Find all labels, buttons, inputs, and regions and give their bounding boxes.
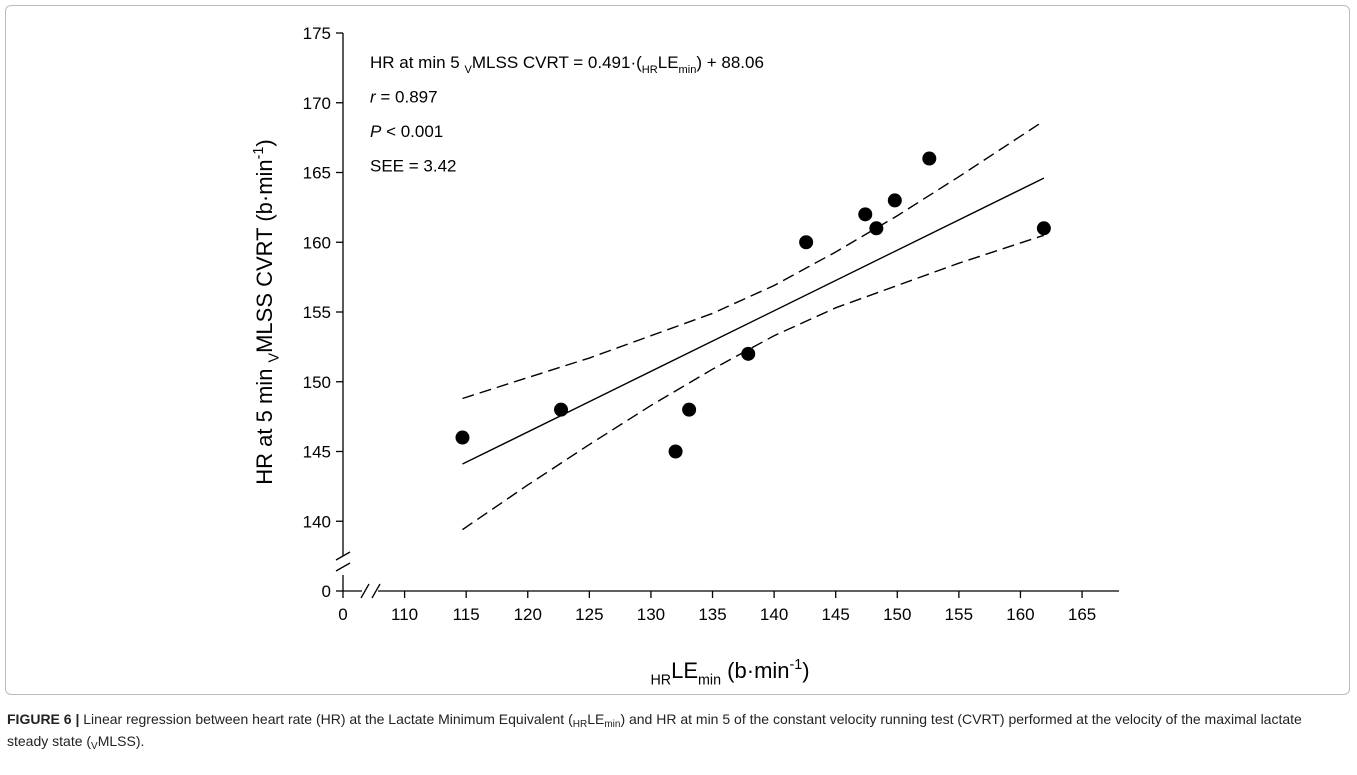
x-axis-label: HRLEmin (b·min-1) (650, 657, 809, 688)
break-mark (335, 562, 351, 572)
x-tick-label: 135 (698, 605, 726, 624)
caption: FIGURE 6 | Linear regression between hea… (7, 708, 1342, 752)
regression-line (462, 177, 1045, 465)
text-part: MLSS CVRT (b·min (252, 159, 277, 353)
annotation: r = 0.897 (370, 88, 438, 107)
y-tick-label: 175 (303, 24, 331, 43)
y-tick-label: 140 (303, 512, 331, 531)
break-mark (335, 551, 351, 561)
y-tick-label: 165 (303, 164, 331, 183)
text-part: HR at 5 min (252, 362, 277, 484)
text-part: = 0.897 (376, 88, 438, 107)
text-part: V (464, 64, 472, 76)
text-part: LE (671, 658, 698, 683)
text-part: min (698, 673, 721, 689)
confidence-band (462, 234, 1045, 531)
x-tick-label: 115 (453, 605, 480, 624)
x-tick-label: 165 (1068, 605, 1096, 624)
text-part: -1 (251, 147, 267, 160)
x-tick-label: 150 (883, 605, 911, 624)
text-part: ) (802, 658, 809, 683)
x-tick-label: 125 (575, 605, 603, 624)
caption-part: LE (587, 711, 605, 727)
figure-frame (5, 5, 1350, 695)
data-point (455, 430, 470, 445)
y-tick-label: 145 (303, 443, 331, 462)
x-tick-label: 130 (637, 605, 665, 624)
text-part: HR (650, 673, 671, 689)
text-part: MLSS CVRT = 0.491·( (472, 53, 642, 72)
y-tick-label: 155 (303, 303, 331, 322)
x-tick-label: 110 (391, 605, 418, 624)
caption-part: HR (572, 719, 588, 730)
data-point (682, 402, 697, 417)
axis-breaks (335, 33, 1119, 599)
annotation: SEE = 3.42 (370, 157, 456, 176)
text-part: (b·min (721, 658, 789, 683)
data-point (858, 207, 873, 222)
x-tick-label: 160 (1006, 605, 1034, 624)
break-mark (371, 583, 381, 599)
x-tick-label: 155 (945, 605, 973, 624)
text-part: ) (252, 139, 277, 146)
x-tick-label: 145 (822, 605, 850, 624)
data-point (799, 235, 814, 250)
data-point (1036, 221, 1051, 236)
data-point (554, 402, 569, 417)
x-tick-label: 140 (760, 605, 788, 624)
y-tick-label: 160 (303, 233, 331, 252)
annotation: HR at min 5 VMLSS CVRT = 0.491·(HRLEmin)… (370, 53, 764, 76)
caption-part: Linear regression between heart rate (HR… (79, 711, 573, 727)
text-part: < 0.001 (381, 122, 443, 141)
data-point (668, 444, 683, 459)
text-part: ) + 88.06 (696, 53, 764, 72)
y-tick-label: 170 (303, 94, 331, 113)
text-part: min (679, 64, 697, 76)
caption-part: FIGURE 6 | (7, 711, 80, 727)
caption-part: ) and HR at min 5 of the constant veloci… (7, 711, 1302, 749)
text-part: -1 (790, 657, 803, 673)
text-part: HR (642, 64, 658, 76)
text-part: HR at min 5 (370, 53, 464, 72)
text-part: SEE = 3.42 (370, 157, 456, 176)
x-tick-label: 120 (514, 605, 542, 624)
annotation: P < 0.001 (370, 122, 443, 141)
data-point (922, 151, 937, 166)
break-mark (360, 583, 370, 599)
text-part: r (370, 88, 377, 107)
data-point (887, 193, 902, 208)
text-part: V (267, 352, 283, 362)
caption-part: V (91, 741, 98, 752)
confidence-band (462, 120, 1045, 400)
caption-part: MLSS). (97, 733, 145, 749)
y-axis-label: HR at 5 min VMLSS CVRT (b·min-1) (251, 139, 282, 484)
y-tick-label: 150 (303, 373, 331, 392)
caption-part: min (604, 719, 621, 730)
data-point (869, 221, 884, 236)
chart: 0 140 145 150 155 160 165 170 175 0 110 115 120 125 13… (251, 24, 1119, 689)
text-part: P (370, 122, 382, 141)
text-part: LE (658, 53, 679, 72)
x-tick-label: 0 (338, 605, 347, 624)
data-point (741, 346, 756, 361)
y-tick-label: 0 (322, 582, 331, 601)
